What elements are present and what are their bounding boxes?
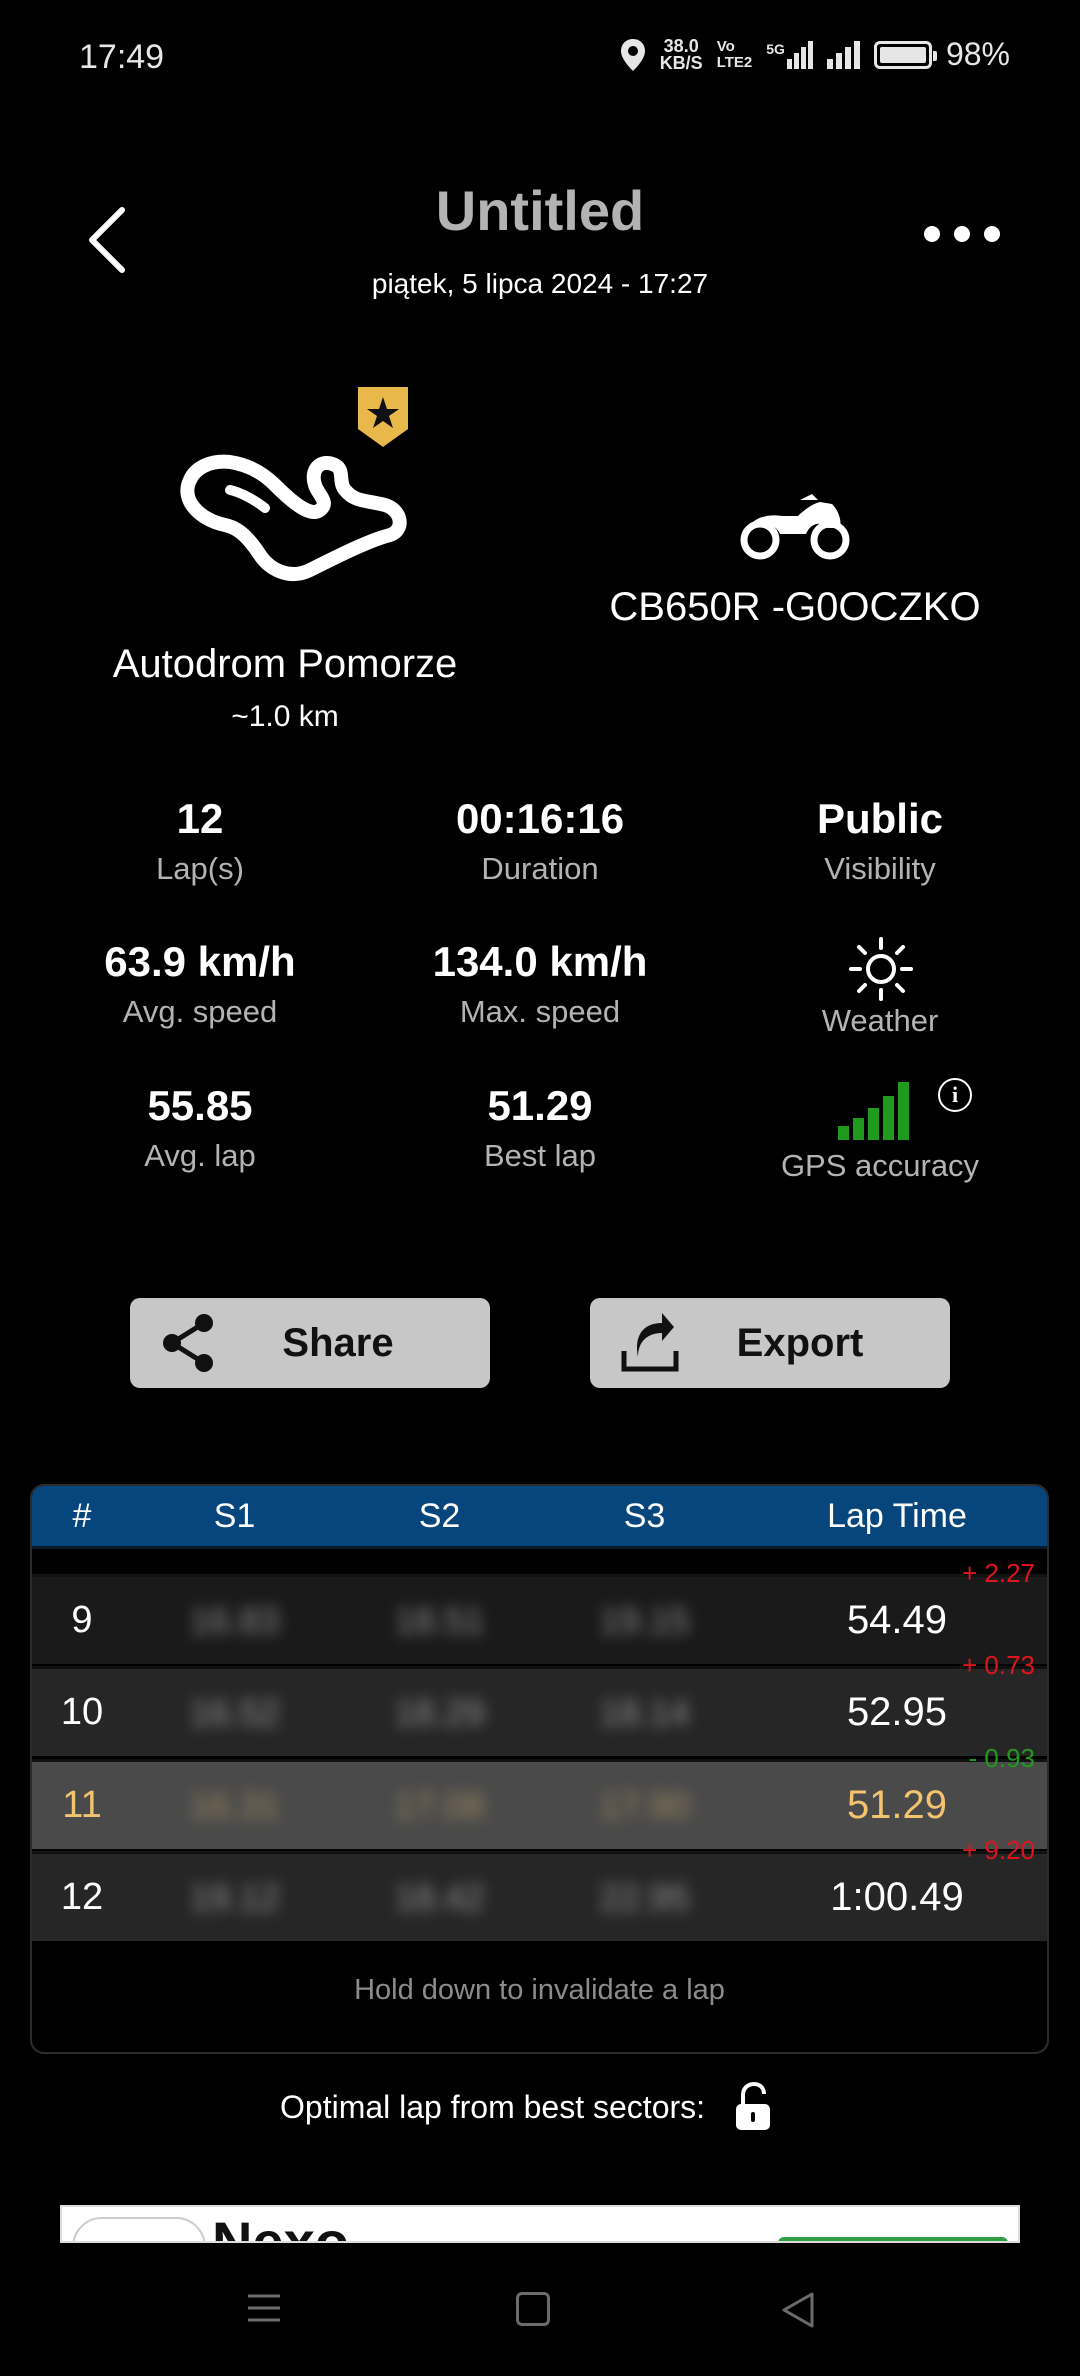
info-icon[interactable]: i (938, 1078, 972, 1112)
signal-5g-icon: 5G (766, 40, 813, 69)
stat-avg-lap: 55.85 Avg. lap (144, 1082, 256, 1173)
header-s2[interactable]: S2 (418, 1497, 461, 1535)
ad-banner[interactable]: Nexo (60, 2205, 1020, 2243)
sector-3: 22.95 (599, 1876, 690, 1918)
table-row[interactable]: 10 16.52 18.29 18.14 52.95 + 0.73 (32, 1650, 1047, 1756)
more-options-button[interactable] (924, 226, 1000, 242)
lap-delta: - 0.93 (968, 1743, 1036, 1773)
network-speed: 38.0 KB/S (659, 35, 703, 73)
lap-time: 52.95 + 0.73 (846, 1650, 1035, 1734)
table-row-best-lap[interactable]: 11 16.31 17.08 17.90 51.29- 0.93 (32, 1743, 1047, 1849)
recent-apps-icon[interactable] (246, 2290, 282, 2326)
header-num[interactable]: # (72, 1497, 92, 1535)
stat-max-speed: 134.0 km/h Max. speed (432, 938, 648, 1029)
sector-2: 17.08 (394, 1784, 485, 1826)
track-length: ~1.0 km (231, 700, 339, 733)
sector-1: 16.31 (189, 1784, 280, 1826)
export-icon (621, 1313, 679, 1372)
optimal-lap-row[interactable]: Optimal lap from best sectors: (280, 2082, 773, 2132)
stat-laps: 12 Lap(s) (156, 795, 244, 886)
ad-title: Nexo (212, 2210, 349, 2243)
system-nav-bar (0, 2250, 1080, 2376)
stat-gps-accuracy: GPS accuracy (780, 1148, 980, 1183)
optimal-lap-label: Optimal lap from best sectors: (280, 2088, 706, 2125)
sector-1: 19.12 (189, 1876, 280, 1918)
battery-icon (873, 40, 937, 69)
gps-signal-icon (838, 1082, 909, 1140)
dot-icon (954, 226, 970, 242)
sector-2: 18.42 (394, 1876, 485, 1918)
lap-delta: + 0.73 (961, 1650, 1035, 1680)
volte-indicator: Vo LTE2 (716, 37, 753, 71)
header-lap-time[interactable]: Lap Time (827, 1497, 967, 1535)
lap-table-header: # S1 S2 S3 Lap Time (32, 1486, 1047, 1549)
signal-icon (826, 40, 860, 69)
ad-logo (72, 2217, 206, 2241)
lap-table[interactable]: # S1 S2 S3 Lap Time 9 16.83 18.51 19.15 … (30, 1484, 1049, 2054)
session-date: piątek, 5 lipca 2024 - 17:27 (371, 268, 709, 299)
dot-icon (984, 226, 1000, 242)
lap-time: 1:00.49 + 9.20 (830, 1835, 1035, 1919)
sector-1: 16.83 (189, 1599, 280, 1641)
chevron-left-icon (89, 207, 125, 273)
dot-icon (924, 226, 940, 242)
stat-duration: 00:16:16 Duration (455, 795, 625, 886)
motorcycle-icon[interactable] (740, 490, 850, 560)
sector-3: 18.14 (599, 1691, 690, 1733)
sun-icon[interactable] (848, 936, 914, 1002)
lap-delta: + 9.20 (961, 1835, 1035, 1865)
sector-3: 17.90 (599, 1784, 690, 1826)
lap-number: 10 (60, 1691, 104, 1733)
header-s1[interactable]: S1 (213, 1497, 256, 1535)
lap-number: 9 (71, 1599, 93, 1641)
status-time: 17:49 (79, 38, 165, 76)
table-row[interactable]: 9 16.83 18.51 19.15 54.49 + 2.27 (32, 1558, 1047, 1664)
track-name[interactable]: Autodrom Pomorze (112, 642, 458, 686)
stat-best-lap: 51.29 Best lap (483, 1082, 596, 1173)
sector-2: 18.29 (394, 1691, 485, 1733)
export-label: Export (736, 1320, 864, 1365)
back-triangle-icon[interactable] (780, 2290, 816, 2330)
share-button[interactable]: Share (130, 1298, 490, 1388)
ad-cta-button[interactable] (778, 2237, 1008, 2241)
bike-name[interactable]: CB650R -G0OCZKO (609, 585, 981, 629)
sector-1: 16.52 (189, 1691, 280, 1733)
sector-3: 19.15 (599, 1599, 690, 1641)
header-s3[interactable]: S3 (623, 1497, 666, 1535)
lap-number: 11 (62, 1784, 102, 1826)
stat-visibility[interactable]: Public Visibility (816, 795, 944, 886)
track-layout-icon[interactable] (170, 430, 410, 590)
battery-percent: 98% (945, 36, 1010, 72)
home-icon[interactable] (516, 2292, 550, 2326)
share-icon (163, 1314, 213, 1372)
page-title[interactable]: Untitled (435, 179, 645, 242)
back-button[interactable] (80, 200, 140, 280)
export-button[interactable]: Export (590, 1298, 950, 1388)
featured-badge-icon (358, 387, 408, 447)
lap-time: 51.29- 0.93 (846, 1743, 1035, 1827)
location-icon (620, 38, 645, 71)
unlock-icon[interactable] (733, 2082, 773, 2132)
share-label: Share (282, 1320, 394, 1365)
lap-time: 54.49 + 2.27 (846, 1558, 1035, 1642)
lap-delta: + 2.27 (961, 1558, 1035, 1588)
status-icons: 38.0 KB/S Vo LTE2 5G 98% (620, 36, 1010, 73)
table-row[interactable]: 12 19.12 18.42 22.95 1:00.49 + 9.20 (32, 1835, 1047, 1941)
stat-avg-speed: 63.9 km/h Avg. speed (104, 938, 296, 1029)
sector-2: 18.51 (394, 1599, 485, 1641)
stat-weather[interactable]: Weather (821, 1003, 939, 1038)
invalidate-hint: Hold down to invalidate a lap (354, 1974, 725, 2006)
lap-number: 12 (60, 1876, 104, 1918)
